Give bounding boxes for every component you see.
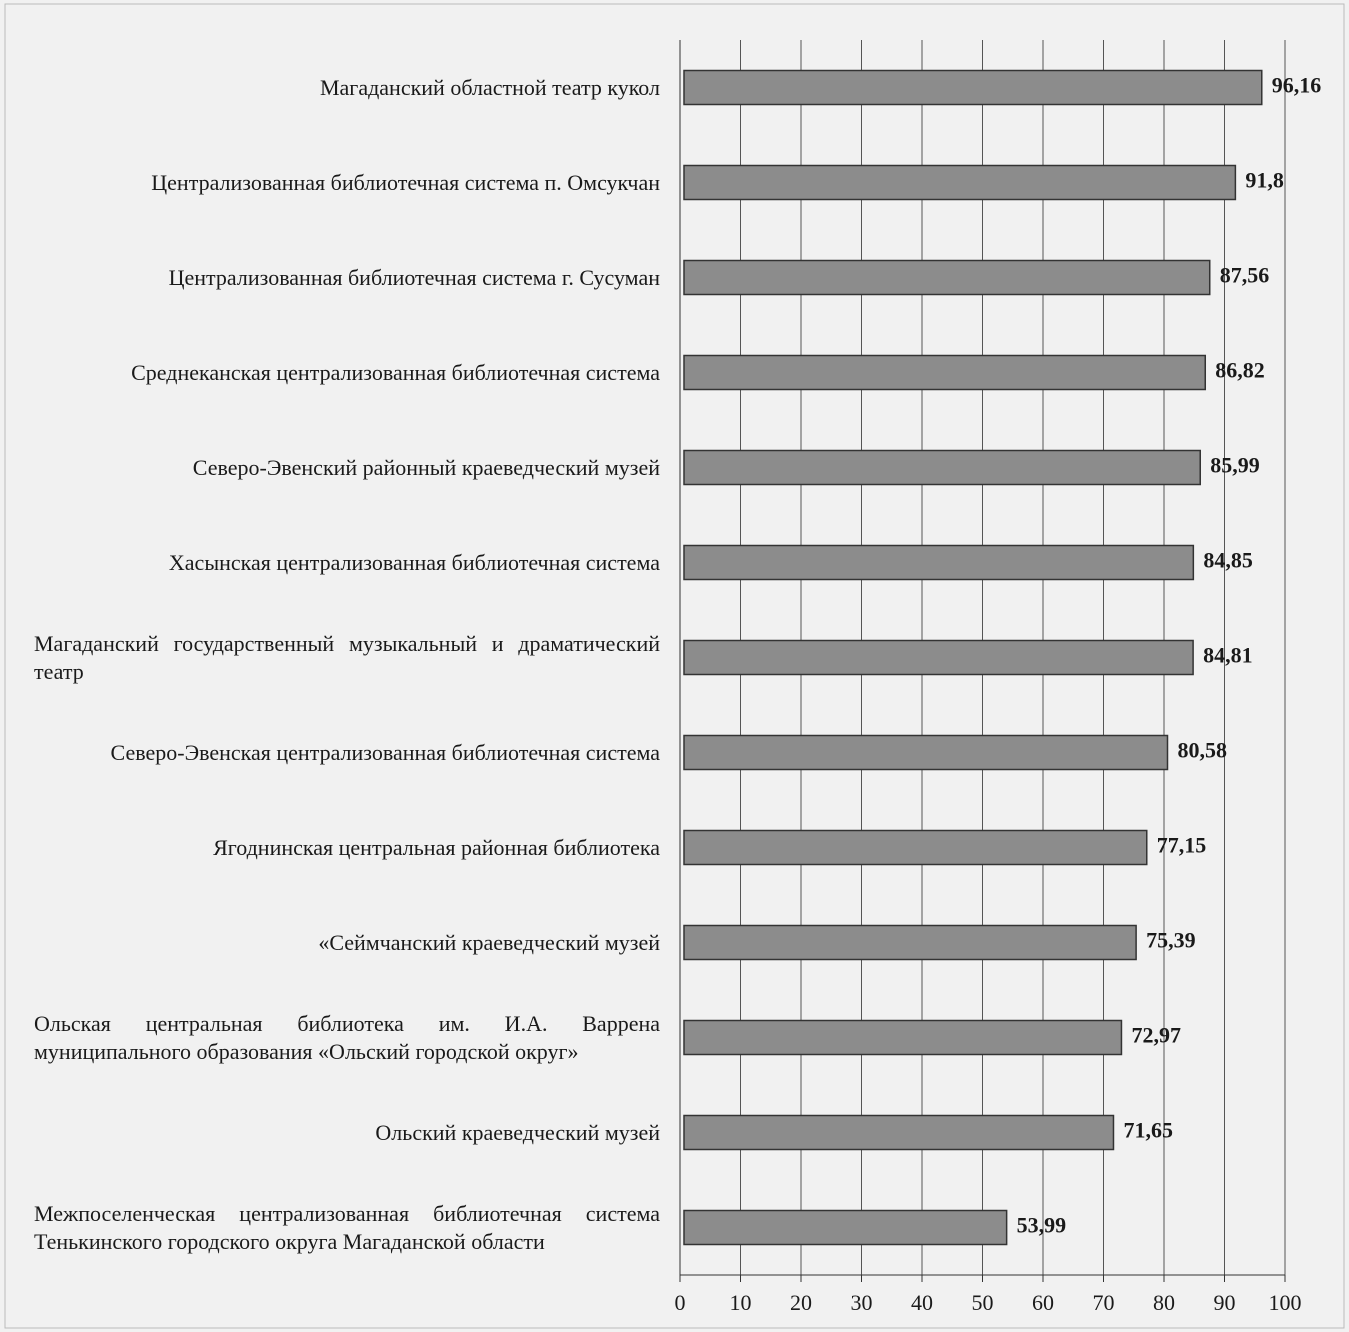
value-label: 86,82 [1215,358,1265,383]
x-tick-label: 40 [911,1290,933,1315]
bar [683,69,1263,106]
value-label: 84,85 [1203,548,1253,573]
category-label: Северо-Эвенский районный краеведческий м… [192,454,660,480]
bar [683,1209,1008,1246]
bar [683,829,1148,866]
category-label: Ягоднинская центральная районная библиот… [213,834,660,860]
value-label: 80,58 [1178,738,1228,763]
x-tick-label: 70 [1093,1290,1115,1315]
value-label: 96,16 [1272,73,1322,98]
category-label: Межпоселенческая централизованная библио… [34,1200,660,1254]
value-label: 53,99 [1017,1213,1067,1238]
value-label: 91,8 [1245,168,1284,193]
value-label: 77,15 [1157,833,1207,858]
category-label: Среднеканская централизованная библиотеч… [131,359,660,385]
bar [683,1114,1115,1151]
x-tick-label: 90 [1214,1290,1236,1315]
bar [683,449,1201,486]
x-tick-label: 0 [675,1290,686,1315]
x-tick-label: 10 [730,1290,752,1315]
bar [683,924,1137,961]
category-label: Ольская центральная библиотека им. И.А. … [34,1010,660,1064]
bar [683,354,1207,391]
bar [683,1019,1123,1056]
category-label: «Сеймчанский краеведческий музей [318,929,660,955]
category-label: Северо-Эвенская централизованная библиот… [110,739,660,765]
category-label: Централизованная библиотечная система п.… [151,169,660,195]
category-label: Централизованная библиотечная система г.… [168,264,660,290]
x-tick-label: 60 [1032,1290,1054,1315]
bar [683,544,1195,581]
plot-frame [4,3,1345,1329]
value-label: 72,97 [1131,1023,1181,1048]
x-tick-label: 80 [1153,1290,1175,1315]
x-tick-label: 50 [972,1290,994,1315]
category-label: Магаданский областной театр кукол [319,74,660,100]
x-tick-label: 100 [1269,1290,1302,1315]
bar [683,164,1237,201]
category-label: Магаданский государственный музыкальный … [34,630,660,684]
category-label: Хасынская централизованная библиотечная … [168,549,660,575]
value-label: 75,39 [1146,928,1196,953]
value-label: 85,99 [1210,453,1260,478]
value-label: 71,65 [1123,1118,1173,1143]
x-tick-label: 20 [790,1290,812,1315]
bar [683,259,1211,296]
value-label: 87,56 [1220,263,1270,288]
value-label: 84,81 [1203,643,1253,668]
bar [683,639,1194,676]
bar [683,734,1169,771]
category-label: Ольский краеведческий музей [375,1119,660,1145]
x-tick-label: 30 [851,1290,873,1315]
